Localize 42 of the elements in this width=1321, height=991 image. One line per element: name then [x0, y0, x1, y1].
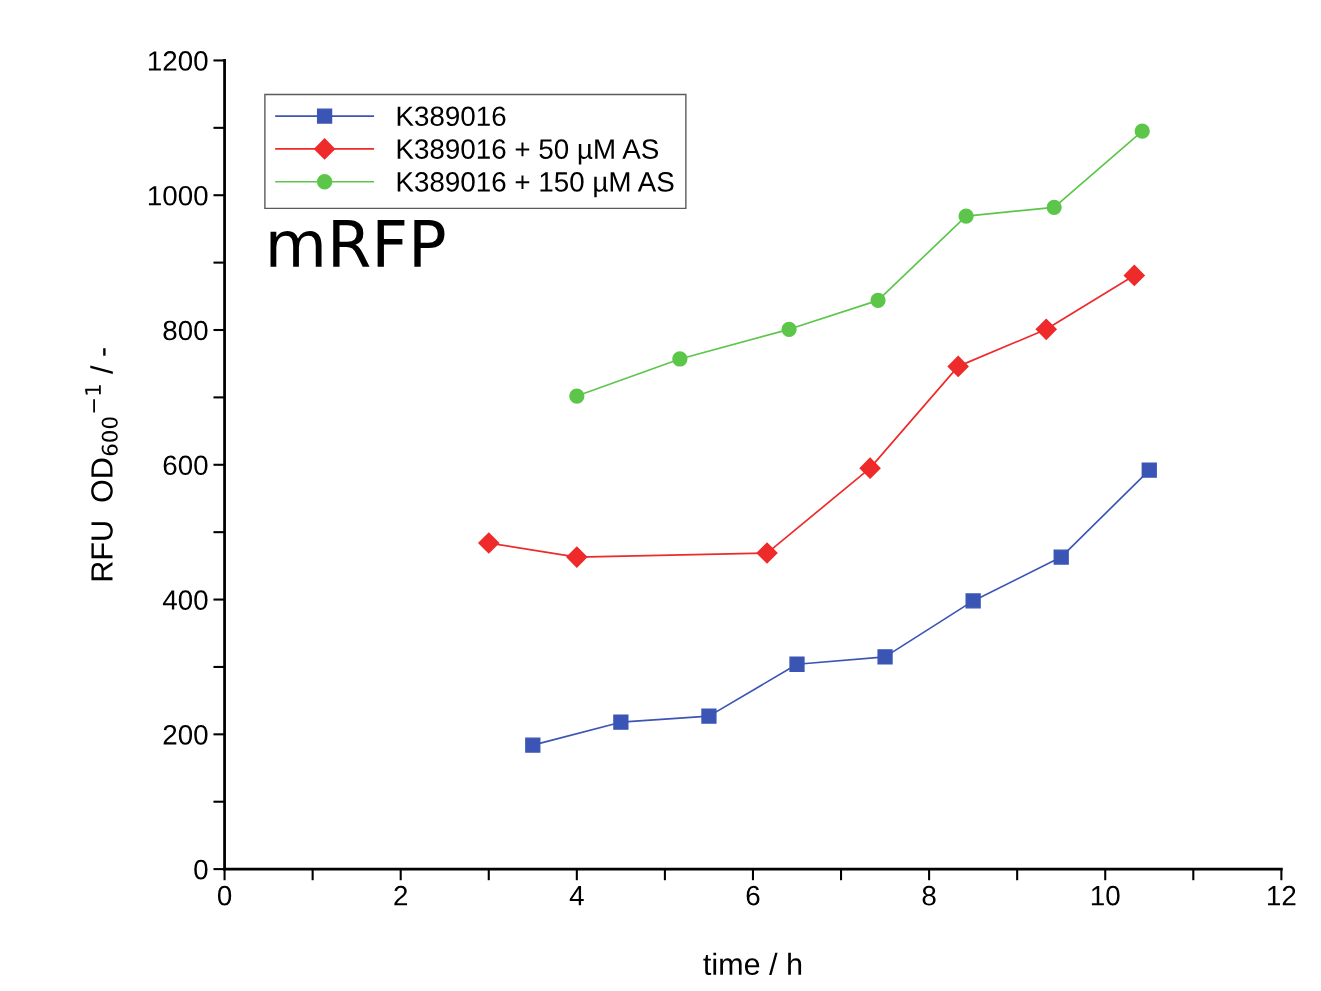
point — [1053, 549, 1069, 565]
y-tick-label: 800 — [163, 320, 208, 341]
point — [566, 546, 588, 568]
point — [947, 355, 969, 377]
legend-label: K389016 + 50 µM AS — [397, 139, 659, 165]
point — [859, 457, 881, 479]
point — [1035, 318, 1057, 340]
y-tick-label: 0 — [194, 859, 208, 880]
point — [958, 208, 974, 224]
x-tick-label: 0 — [217, 885, 232, 906]
y-tick-label: 600 — [163, 455, 208, 476]
x-tick-label: 2 — [394, 885, 408, 906]
x-tick-label: 8 — [922, 885, 936, 906]
point — [525, 737, 541, 753]
y-tick-label: 400 — [162, 590, 208, 610]
point — [756, 542, 778, 564]
y-tick-label: 1000 — [148, 185, 208, 206]
point — [1134, 123, 1150, 139]
point — [1046, 199, 1062, 215]
x-tick-label: 12 — [1268, 885, 1296, 906]
point — [613, 714, 629, 730]
point — [478, 532, 500, 554]
y-axis-title: RFU OD$_{600}$$^{−1}$ / - — [85, 348, 118, 581]
x-tick-label: 4 — [569, 886, 584, 906]
point — [1141, 462, 1157, 478]
point — [870, 292, 886, 308]
point — [877, 649, 893, 665]
point — [1123, 264, 1145, 286]
x-axis-title: time / h — [703, 952, 802, 976]
x-tick-label: 10 — [1091, 885, 1120, 906]
point — [781, 321, 797, 337]
point — [789, 656, 805, 672]
point — [701, 708, 717, 724]
y-tick-label: 200 — [163, 725, 208, 745]
point — [672, 351, 688, 367]
point — [965, 593, 981, 609]
y-tick-label: 1200 — [148, 51, 208, 71]
legend-label: K389016 — [397, 106, 506, 127]
annotation: mRFP — [270, 220, 445, 267]
x-tick-label: 6 — [746, 885, 760, 906]
legend-label: K389016 + 150 µM AS — [397, 172, 674, 198]
point — [569, 388, 585, 404]
